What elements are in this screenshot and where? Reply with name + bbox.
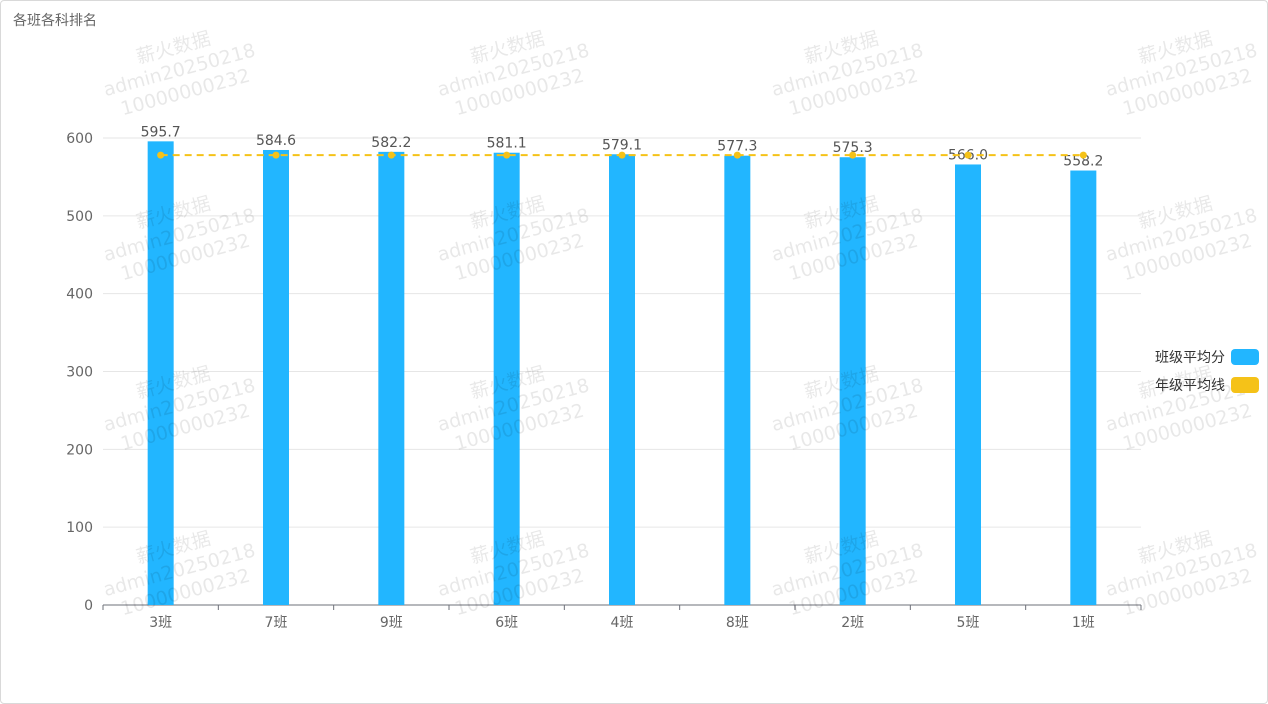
x-tick-label: 1班	[1072, 615, 1095, 631]
bar-value-label: 581.1	[487, 136, 527, 152]
grade-average-point[interactable]	[157, 151, 165, 159]
legend-item-class-average[interactable]: 班级平均分	[1119, 347, 1259, 367]
legend-swatch	[1231, 349, 1259, 365]
bar[interactable]	[724, 155, 751, 606]
grade-average-point[interactable]	[964, 151, 972, 159]
grade-average-point[interactable]	[849, 151, 857, 159]
bar-value-label: 584.6	[256, 133, 296, 149]
bar-value-label: 577.3	[717, 139, 757, 155]
bar[interactable]	[493, 152, 520, 605]
grade-average-point[interactable]	[503, 151, 511, 159]
grade-average-point[interactable]	[1079, 151, 1087, 159]
bar-value-label: 582.2	[371, 135, 411, 151]
bar-value-label: 575.3	[833, 140, 873, 156]
grade-average-point[interactable]	[387, 151, 395, 159]
x-tick-label: 3班	[149, 615, 172, 631]
legend-item-grade-average-line[interactable]: 年级平均线	[1119, 375, 1259, 395]
legend-label: 年级平均线	[1155, 378, 1225, 394]
x-tick-label: 6班	[495, 615, 518, 631]
x-tick-label: 7班	[265, 615, 288, 631]
bar-value-label: 579.1	[602, 137, 642, 153]
legend-label: 班级平均分	[1155, 350, 1225, 366]
y-tick-label: 100	[66, 520, 93, 536]
bar[interactable]	[609, 154, 635, 606]
panel-title: 各班各科排名	[13, 13, 97, 29]
bar[interactable]	[955, 164, 981, 606]
x-tick-label: 9班	[380, 615, 403, 631]
grade-average-point[interactable]	[272, 151, 280, 159]
bar[interactable]	[263, 149, 289, 605]
bar[interactable]	[378, 151, 405, 605]
y-tick-label: 300	[66, 365, 93, 381]
bar[interactable]	[839, 157, 866, 605]
x-tick-label: 5班	[957, 615, 980, 631]
y-tick-label: 0	[84, 598, 93, 614]
legend: 班级平均分 年级平均线	[1119, 347, 1259, 403]
x-tick-label: 8班	[726, 615, 749, 631]
bar-value-label: 558.2	[1063, 154, 1103, 170]
bar-value-label: 595.7	[141, 124, 181, 140]
x-tick-label: 4班	[611, 615, 634, 631]
y-tick-label: 400	[66, 287, 93, 303]
x-tick-label: 2班	[841, 615, 864, 631]
y-tick-label: 200	[66, 442, 93, 458]
legend-swatch	[1231, 377, 1259, 393]
bar[interactable]	[147, 141, 174, 605]
grade-average-point[interactable]	[733, 151, 741, 159]
grade-average-point[interactable]	[618, 151, 626, 159]
y-tick-label: 500	[66, 209, 93, 225]
bar[interactable]	[1070, 170, 1097, 605]
y-tick-label: 600	[66, 131, 93, 147]
